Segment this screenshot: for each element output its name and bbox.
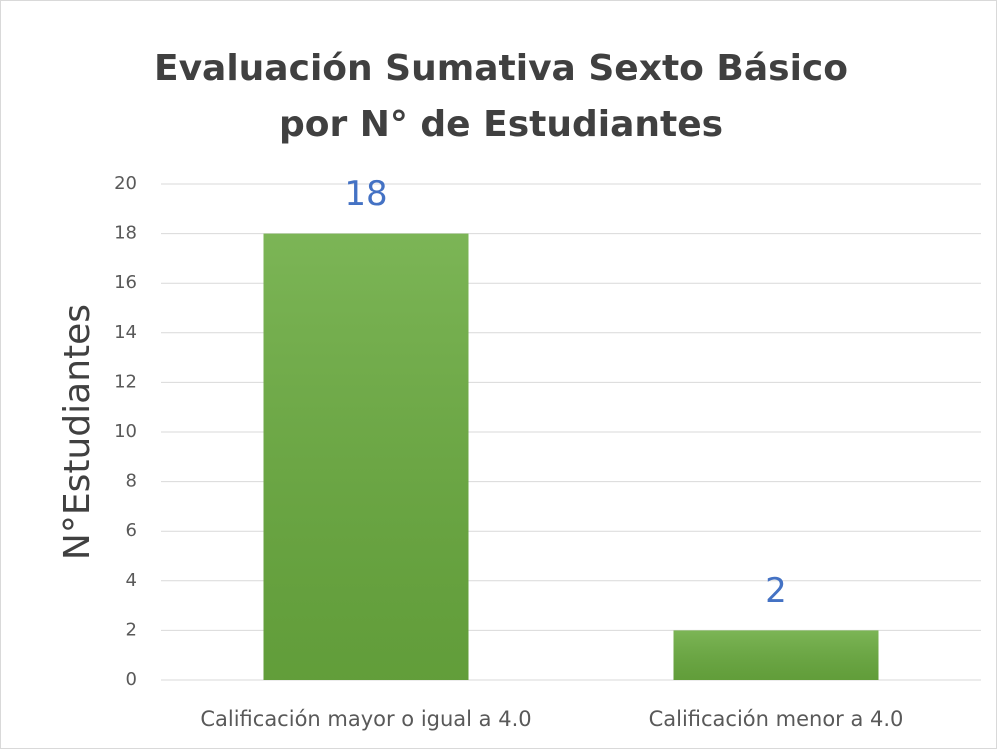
data-label: 18 bbox=[344, 174, 387, 214]
y-tick-label: 2 bbox=[126, 619, 137, 640]
y-tick-label: 0 bbox=[126, 669, 137, 690]
y-axis-label: N°Estudiantes bbox=[57, 304, 98, 560]
y-tick-label: 10 bbox=[114, 421, 137, 442]
x-tick-label: Calificación mayor o igual a 4.0 bbox=[200, 707, 531, 731]
x-tick-label: Calificación menor a 4.0 bbox=[649, 707, 904, 731]
y-tick-label: 8 bbox=[126, 471, 137, 492]
y-tick-label: 12 bbox=[114, 371, 137, 392]
y-tick-label: 16 bbox=[114, 272, 137, 293]
y-tick-label: 20 bbox=[114, 173, 137, 194]
chart-title: Evaluación Sumativa Sexto Básico por N° … bbox=[153, 48, 848, 145]
bar-shade bbox=[263, 233, 469, 680]
y-tick-label: 6 bbox=[126, 520, 137, 541]
bar-shade bbox=[673, 630, 879, 680]
y-tick-label: 18 bbox=[114, 223, 137, 244]
y-tick-label: 4 bbox=[126, 570, 137, 591]
y-tick-label: 14 bbox=[114, 322, 137, 343]
data-label: 2 bbox=[765, 571, 787, 611]
